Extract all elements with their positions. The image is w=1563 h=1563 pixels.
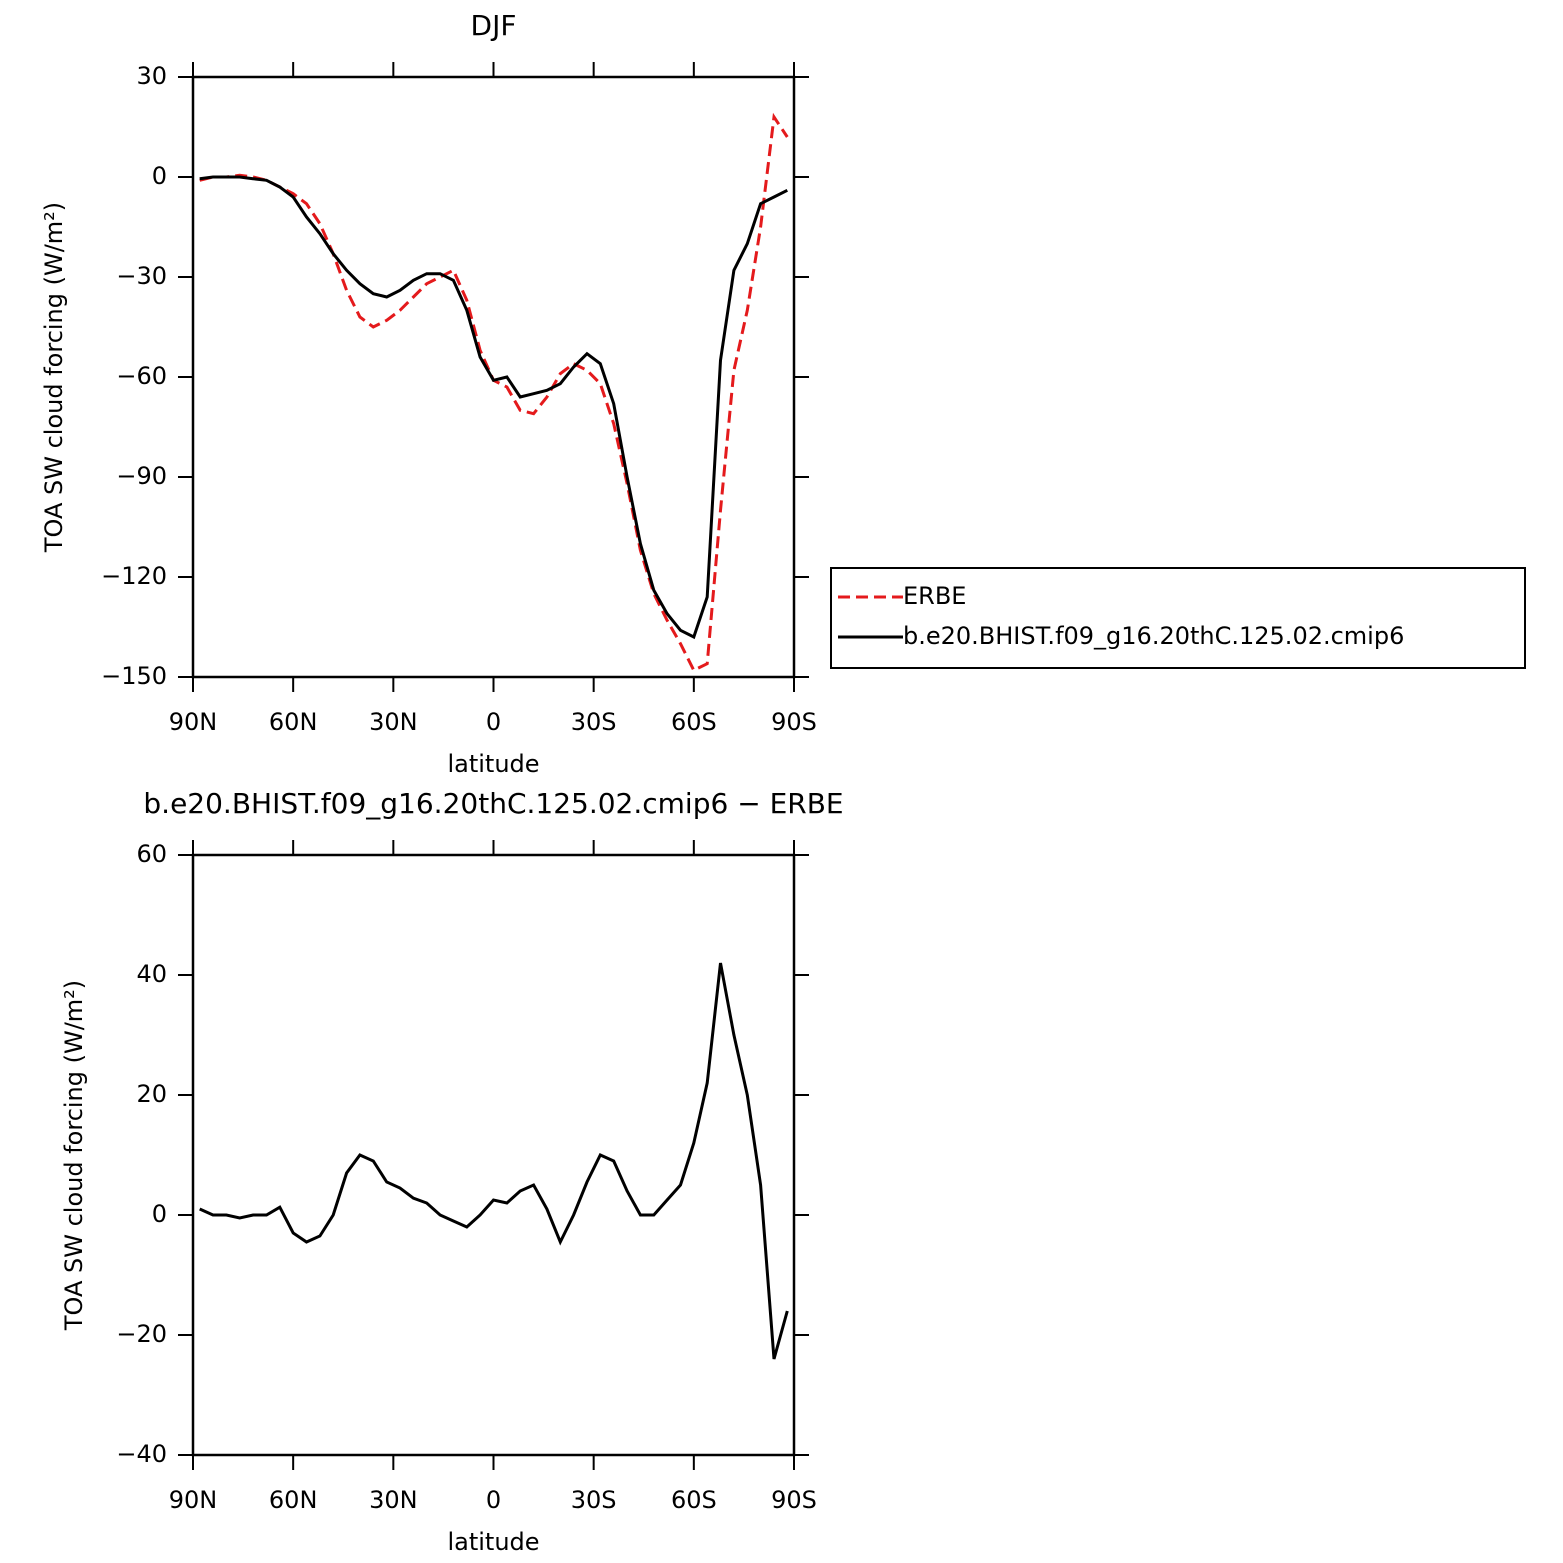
series-line — [199, 175, 788, 640]
chart-title: b.e20.BHIST.f09_g16.20thC.125.02.cmip6 −… — [143, 787, 843, 820]
y-axis-label: TOA SW cloud forcing (W/m²) — [60, 980, 88, 1331]
y-tick-label: −60 — [116, 362, 167, 390]
x-tick-label: 90S — [771, 1486, 817, 1514]
y-tick-label: −150 — [101, 662, 167, 690]
y-tick-label: 0 — [152, 162, 167, 190]
x-tick-label: 30N — [369, 1486, 418, 1514]
x-tick-label: 60N — [269, 708, 318, 736]
legend-label: ERBE — [903, 582, 966, 610]
chart-title: DJF — [471, 9, 517, 42]
y-tick-label: −40 — [116, 1440, 167, 1468]
legend-box — [830, 567, 1526, 669]
y-tick-label: 30 — [136, 62, 167, 90]
x-tick-label: 30N — [369, 708, 418, 736]
x-tick-label: 90N — [169, 708, 218, 736]
x-tick-label: 90S — [771, 708, 817, 736]
x-tick-label: 60S — [671, 708, 717, 736]
x-axis-label: latitude — [447, 750, 539, 778]
x-tick-label: 30S — [571, 708, 617, 736]
y-tick-label: 60 — [136, 840, 167, 868]
y-tick-label: −20 — [116, 1320, 167, 1348]
y-tick-label: 40 — [136, 960, 167, 988]
series-line — [199, 962, 789, 1360]
x-tick-label: 30S — [571, 1486, 617, 1514]
y-tick-label: −120 — [101, 562, 167, 590]
x-tick-label: 60N — [269, 1486, 318, 1514]
x-tick-label: 0 — [486, 1486, 501, 1514]
x-axis-label: latitude — [447, 1528, 539, 1556]
y-axis-label: TOA SW cloud forcing (W/m²) — [40, 202, 68, 553]
x-tick-label: 60S — [671, 1486, 717, 1514]
legend-label: b.e20.BHIST.f09_g16.20thC.125.02.cmip6 — [903, 622, 1404, 650]
y-tick-label: −30 — [116, 262, 167, 290]
plot-frame — [191, 853, 796, 1457]
y-tick-label: −90 — [116, 462, 167, 490]
y-tick-label: 20 — [136, 1080, 167, 1108]
series-line — [199, 112, 789, 673]
x-tick-label: 90N — [169, 1486, 218, 1514]
x-tick-label: 0 — [486, 708, 501, 736]
plot-frame — [191, 75, 796, 679]
y-tick-label: 0 — [152, 1200, 167, 1228]
